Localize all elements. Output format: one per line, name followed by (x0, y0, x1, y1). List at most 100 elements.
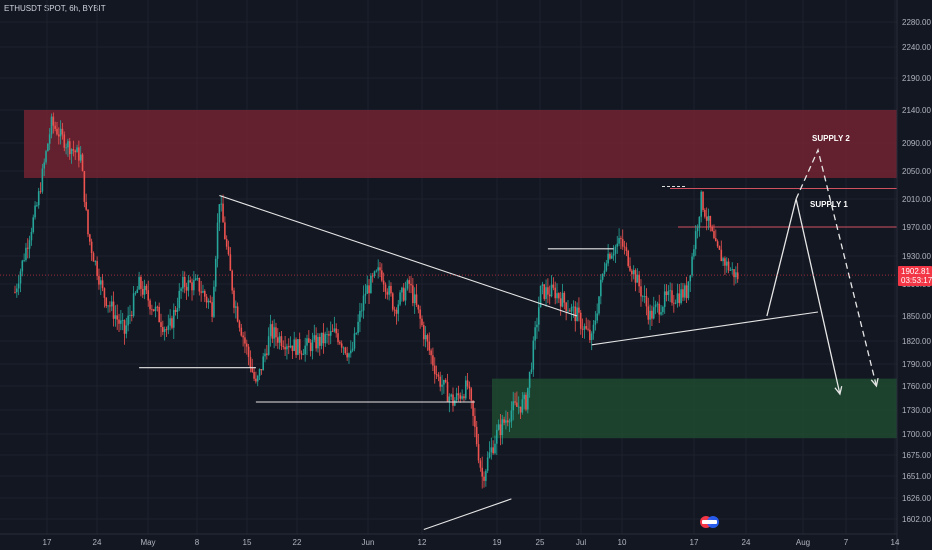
candle-up (129, 314, 131, 316)
candle-down (284, 346, 286, 350)
candle-up (258, 369, 261, 376)
candle-down (682, 289, 684, 298)
candle-down (724, 258, 726, 266)
candle-up (59, 128, 62, 137)
candle-up (636, 274, 639, 283)
candle-down (446, 382, 449, 402)
candle-up (202, 290, 204, 293)
candle-up (370, 275, 372, 294)
candle-down (158, 306, 160, 323)
candle-down (103, 288, 106, 298)
candle-up (649, 310, 651, 320)
price-tick-label: 2190.00 (902, 74, 931, 83)
candle-down (452, 394, 454, 406)
candle-up (193, 280, 195, 291)
candle-up (348, 353, 350, 358)
candle-down (503, 419, 505, 423)
candle-up (545, 287, 547, 299)
candle-up (213, 286, 215, 317)
candle-down (702, 191, 704, 210)
time-tick-label: 22 (293, 538, 302, 547)
time-tick-label: 24 (93, 538, 102, 547)
candle-up (163, 329, 166, 332)
candle-down (439, 376, 442, 387)
candle-up (329, 331, 332, 336)
candle-up (683, 285, 686, 298)
rising-trend-line (591, 311, 819, 346)
candle-down (85, 201, 87, 210)
time-axis[interactable]: 17 24 May 8 15 22 Jun 12 19 25 Jul 10 17 24 Aug 7 14 (0, 533, 900, 547)
candle-down (183, 276, 186, 287)
candle-up (194, 278, 197, 281)
candle-up (324, 334, 327, 344)
candle-down (492, 447, 494, 454)
candle-up (79, 154, 82, 161)
candle-down (335, 328, 337, 334)
candle-down (318, 336, 321, 346)
candle-up (616, 243, 619, 247)
candle-down (459, 395, 462, 399)
candle-up (590, 333, 593, 341)
candle-up (722, 258, 724, 262)
candle-down (271, 324, 274, 339)
candle-up (269, 324, 272, 337)
candle-up (359, 310, 361, 322)
candle-down (578, 307, 580, 313)
candle-down (185, 286, 188, 291)
candle-down (123, 320, 126, 334)
candle-down (346, 353, 348, 358)
price-tick-label: 1626.00 (902, 494, 931, 503)
candle-up (373, 271, 376, 277)
candle-down (627, 250, 629, 267)
candle-down (162, 327, 164, 332)
candle-up (289, 345, 292, 348)
candle-up (600, 279, 602, 297)
candle-up (618, 238, 620, 244)
candle-down (382, 280, 385, 285)
candle-up (512, 401, 515, 411)
logo-bar (702, 520, 717, 524)
candle-down (58, 134, 60, 137)
candle-up (351, 348, 354, 351)
price-tick-label: 2010.00 (902, 195, 931, 204)
candle-up (632, 270, 635, 275)
time-tick-label: 17 (43, 538, 52, 547)
candle-up (696, 227, 699, 232)
candle-up (273, 327, 275, 339)
candle-up (656, 303, 659, 305)
price-tick-label: 1602.00 (902, 515, 931, 524)
candle-up (530, 369, 533, 372)
candle-up (583, 326, 586, 330)
candle-up (596, 313, 598, 321)
candle-down (52, 116, 55, 126)
candle-down (339, 342, 341, 344)
candle-up (689, 275, 692, 282)
candle-up (333, 328, 336, 332)
candle-down (238, 321, 241, 328)
candle-up (36, 205, 38, 207)
candle-down (548, 294, 551, 297)
candle-up (556, 293, 558, 299)
candle-down (112, 301, 115, 319)
candle-down (574, 306, 577, 322)
candle-up (99, 280, 102, 285)
candle-up (614, 246, 617, 254)
candle-up (401, 287, 403, 293)
candle-up (601, 273, 604, 280)
candle-down (421, 318, 423, 326)
candle-down (101, 280, 104, 289)
candle-up (454, 400, 456, 406)
candle-down (171, 318, 173, 328)
candle-down (233, 290, 235, 308)
candle-down (371, 275, 374, 277)
candle-up (167, 325, 170, 330)
candle-down (463, 396, 465, 399)
candle-up (172, 310, 175, 328)
candle-down (231, 270, 233, 291)
candle-up (21, 260, 24, 272)
candle-down (483, 476, 485, 481)
candle-up (264, 353, 266, 357)
candle-down (280, 336, 283, 346)
candle-down (247, 346, 250, 357)
